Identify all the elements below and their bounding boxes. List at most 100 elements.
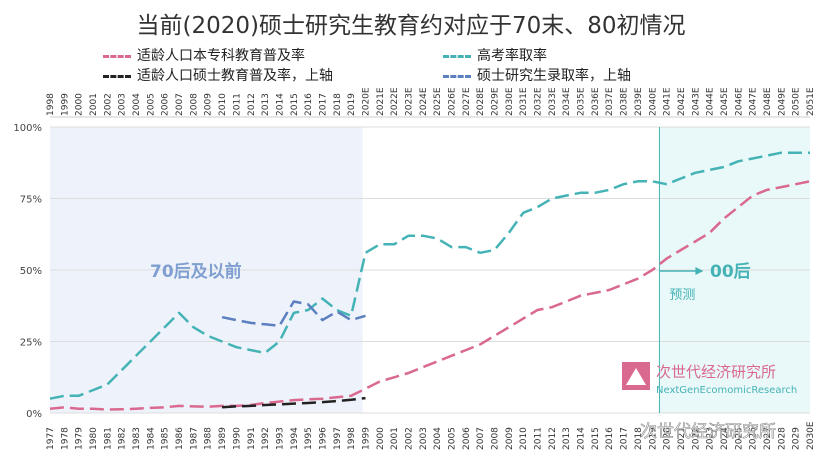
x-tick-label-top: 2001 (89, 93, 99, 116)
x-tick-label-top: 2003 (118, 93, 128, 116)
x-tick-label-top: 2043E (691, 87, 701, 116)
series-line-1 (49, 151, 810, 400)
legend-entry-master-popularization: 适龄人口硕士教育普及率，上轴 (103, 67, 333, 85)
x-tick-label-top: 2051E (806, 87, 816, 116)
x-tick-label-bottom: 1988 (204, 427, 214, 450)
x-tick-label-bottom: 1984 (146, 427, 156, 450)
x-tick-label-top: 1998 (46, 93, 56, 116)
x-tick-label-top: 2038E (620, 87, 630, 116)
series-line-2 (222, 396, 366, 409)
x-tick-label-bottom: 2006 (462, 427, 472, 450)
x-tick-label-bottom: 1982 (118, 427, 128, 450)
legend-label-gaokao: 高考率取率 (477, 48, 547, 64)
x-tick-label-bottom: 1979 (75, 427, 85, 450)
x-tick-label-bottom: 2009 (505, 427, 515, 450)
x-tick-label-bottom: 2019 (648, 427, 658, 450)
x-tick-label-bottom: 2001 (390, 427, 400, 450)
x-tick-label-bottom: 2008 (491, 427, 501, 450)
x-tick-label-top: 2007 (175, 93, 185, 116)
x-tick-label-bottom: 2028 (777, 427, 787, 450)
legend-swatch-gaokao (443, 54, 471, 58)
x-tick-label-bottom: 2023 (706, 427, 716, 450)
legend-label-master-admission: 硕士研究生录取率，上轴 (477, 68, 631, 84)
x-tick-label-top: 2004 (132, 93, 142, 116)
x-tick-label-bottom: 1987 (189, 427, 199, 450)
y-tick-label: 75% (20, 195, 42, 206)
x-tick-label-top: 2025E (433, 87, 443, 116)
x-tick-label-bottom: 2027 (763, 427, 773, 450)
x-tick-label-bottom: 2007 (476, 427, 486, 450)
x-tick-label-bottom: 2003 (419, 427, 429, 450)
legend-entry-undergrad: 适龄人口本专科教育普及率 (103, 47, 305, 65)
x-tick-label-top: 2045E (720, 87, 730, 116)
x-tick-label-top: 2024E (419, 87, 429, 116)
x-tick-label-bottom: 1992 (261, 427, 271, 450)
x-tick-label-bottom: 2002 (404, 427, 414, 450)
x-tick-label-bottom: 2012 (548, 427, 558, 450)
x-tick-label-top: 2012 (247, 93, 257, 116)
x-tick-label-bottom: 1998 (347, 427, 357, 450)
x-tick-label-bottom: 1983 (132, 427, 142, 450)
legend-entry-master-admission: 硕士研究生录取率，上轴 (443, 67, 631, 85)
x-tick-label-bottom: 2014 (577, 427, 587, 450)
x-tick-label-bottom: 2010 (519, 427, 529, 450)
x-tick-label-bottom: 2022 (691, 427, 701, 450)
x-tick-label-top: 2005 (146, 93, 156, 116)
x-tick-label-top: 2000 (75, 93, 85, 116)
legend-label-undergrad: 适龄人口本专科教育普及率 (137, 48, 305, 64)
x-tick-label-top: 2041E (663, 87, 673, 116)
x-tick-label-top: 1999 (60, 93, 70, 116)
legend-entry-gaokao: 高考率取率 (443, 47, 547, 65)
legend-label-master-popularization: 适龄人口硕士教育普及率，上轴 (137, 68, 333, 84)
x-tick-label-top: 2026E (448, 87, 458, 116)
x-tick-label-bottom: 1980 (89, 427, 99, 450)
x-tick-label-top: 2028E (476, 87, 486, 116)
x-tick-label-top: 2018 (333, 93, 343, 116)
x-tick-label-bottom: 2030E (806, 421, 816, 450)
x-tick-label-bottom: 1999 (361, 427, 371, 450)
x-tick-label-bottom: 1993 (275, 427, 285, 450)
forecast-arrowhead (695, 267, 704, 275)
x-tick-label-top: 2015 (290, 93, 300, 116)
y-tick-label: 25% (20, 338, 42, 349)
x-tick-label-top: 2044E (706, 87, 716, 116)
x-tick-label-bottom: 1995 (304, 427, 314, 450)
chart-title: 当前(2020)硕士研究生教育约对应于70末、80初情况 (136, 13, 686, 39)
watermark-sub: NextGenEcomomicResearch (656, 385, 797, 396)
legend-swatch-master-popularization (103, 74, 131, 78)
forecast-label: 预测 (669, 288, 695, 303)
x-tick-label-top: 2046E (734, 87, 744, 116)
x-tick-label-top: 2010 (218, 93, 228, 116)
x-tick-label-bottom: 2021 (677, 427, 687, 450)
x-tick-label-top: 2016 (304, 93, 314, 116)
y-tick-label: 50% (20, 266, 42, 277)
x-tick-label-top: 2021E (376, 87, 386, 116)
series-line-0 (49, 180, 811, 411)
x-tick-label-top: 2029E (491, 87, 501, 116)
x-tick-label-top: 2035E (577, 87, 587, 116)
x-tick-label-top: 2036E (591, 87, 601, 116)
y-tick-label: 100% (13, 123, 42, 134)
x-tick-label-bottom: 2013 (562, 427, 572, 450)
x-tick-label-bottom: 2015 (591, 427, 601, 450)
x-tick-label-top: 2050E (792, 87, 802, 116)
x-tick-label-top: 2022E (390, 87, 400, 116)
legend-swatch-master-admission (443, 74, 471, 78)
x-tick-label-top: 2031E (519, 87, 529, 116)
x-tick-label-bottom: 1990 (232, 427, 242, 450)
x-tick-label-top: 2023E (404, 87, 414, 116)
x-tick-label-top: 2039E (634, 87, 644, 116)
x-tick-label-top: 2019 (347, 93, 357, 116)
x-tick-label-top: 2032E (534, 87, 544, 116)
era-label-left: 70后及以前 (150, 261, 242, 282)
x-tick-label-bottom: 2004 (433, 427, 443, 450)
x-tick-label-bottom: 2029 (792, 427, 802, 450)
era-label-right: 00后 (710, 262, 751, 282)
x-tick-label-top: 2040E (648, 87, 658, 116)
x-tick-label-top: 2034E (562, 87, 572, 116)
x-tick-label-bottom: 1978 (60, 427, 70, 450)
x-tick-label-top: 2009 (204, 93, 214, 116)
x-tick-label-bottom: 1986 (175, 427, 185, 450)
